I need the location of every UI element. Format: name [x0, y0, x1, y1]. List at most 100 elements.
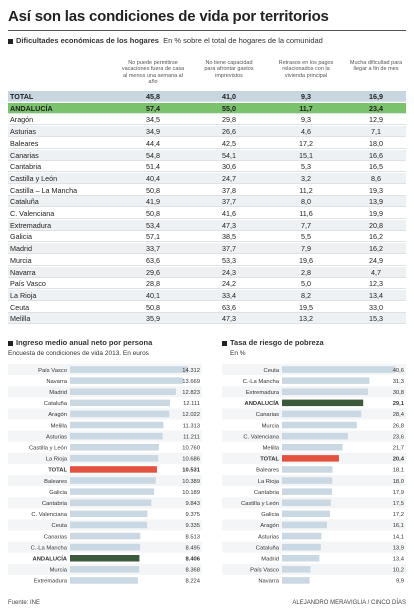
value-label: 30,8: [393, 390, 404, 396]
category-label: País Vasco: [250, 568, 279, 574]
value-label: 10.389: [182, 479, 200, 485]
category-label: Asturias: [258, 534, 279, 540]
bar: [282, 566, 311, 573]
category-label: Cantabria: [254, 490, 280, 496]
bar: [70, 444, 159, 451]
table-row: Baleares 44,4 42,5 17,2 18,0: [8, 138, 406, 149]
row-name: Navarra: [10, 267, 36, 277]
value-label: 8.513: [185, 534, 200, 540]
category-label: Murcia: [262, 423, 280, 429]
section1-unit: En % sobre el total de hogares de la com…: [163, 36, 323, 45]
square-bullet-icon: [8, 340, 13, 346]
row-value: 50,8: [146, 209, 160, 218]
row-value: 9,3: [301, 92, 311, 101]
row-value: 20,8: [369, 220, 383, 230]
category-label: Castilla y León: [29, 445, 67, 451]
value-label: 31,3: [393, 379, 404, 385]
bar: [70, 577, 138, 584]
row-value: 4,6: [301, 127, 311, 137]
row-name: Canarias: [10, 150, 39, 160]
value-label: 13.669: [182, 379, 200, 385]
row-value: 8,2: [301, 290, 311, 300]
row-value: 34,9: [146, 127, 160, 137]
row-value: 29,6: [146, 267, 160, 277]
row-value: 12,3: [369, 279, 383, 289]
row-value: 44,4: [146, 138, 160, 148]
row-value: 45,8: [146, 92, 160, 101]
row-value: 19,5: [299, 302, 313, 312]
col-header-fin-de-mes: Mucha dificultad para llegar a fin de me…: [349, 60, 403, 73]
table-row: País Vasco 28,8 24,2 5,0 12,3: [8, 278, 406, 290]
value-label: 11.211: [183, 434, 200, 440]
value-label: 14,1: [393, 534, 404, 540]
row-value: 37,7: [222, 197, 236, 207]
table-row: TOTAL 45,8 41,0 9,3 16,9: [8, 91, 406, 102]
row-name: C. Valenciana: [10, 209, 55, 218]
row-value: 7,1: [371, 127, 381, 137]
category-label: TOTAL: [260, 457, 279, 463]
row-value: 33,0: [369, 302, 383, 312]
row-value: 19,9: [369, 209, 383, 218]
bar: [282, 388, 368, 395]
value-label: 12.111: [183, 401, 200, 407]
row-value: 5,5: [301, 232, 311, 242]
row-value: 47,3: [222, 220, 236, 230]
income-bar-chart: País Vasco 14.312 Navarra 13.669 Madrid 12.82…: [8, 364, 202, 585]
row-value: 23,4: [369, 103, 383, 113]
category-label: Cataluña: [44, 401, 68, 407]
row-name: Baleares: [10, 138, 39, 148]
value-label: 13,9: [393, 545, 404, 551]
row-value: 16,2: [369, 232, 383, 242]
value-label: 8.224: [185, 579, 200, 585]
category-label: Melilla: [51, 423, 68, 429]
category-label: Aragón: [260, 523, 279, 529]
row-value: 34,5: [146, 115, 160, 125]
bar: [282, 555, 320, 562]
value-label: 16,1: [393, 523, 404, 529]
bar: [282, 577, 310, 584]
title-divider: [8, 30, 406, 31]
chart1-subtitle: Encuesta de condiciones de vida 2013. En…: [8, 350, 149, 357]
table-row: Ceuta 50,8 63,6 19,5 33,0: [8, 302, 406, 313]
value-label: 10.686: [182, 457, 200, 463]
row-value: 41,9: [146, 197, 160, 207]
source-note: Fuente: INE: [8, 600, 41, 606]
row-value: 12,9: [369, 115, 383, 125]
row-value: 24,9: [369, 255, 383, 265]
row-value: 8,0: [301, 197, 311, 207]
row-value: 24,2: [222, 279, 236, 289]
row-name: Cataluña: [10, 197, 39, 207]
category-label: C.-La Mancha: [243, 379, 280, 385]
row-value: 4,7: [371, 267, 381, 277]
category-label: Asturias: [46, 434, 67, 440]
row-value: 5,3: [301, 162, 311, 172]
row-value: 13,4: [369, 290, 383, 300]
row-value: 40,1: [146, 290, 160, 300]
section1-label: Dificultades económicas de los hogares: [16, 36, 159, 45]
value-label: 17,9: [393, 490, 404, 496]
chart1-header: Ingreso medio anual neto por persona: [8, 338, 152, 347]
category-label: Baleares: [44, 479, 67, 485]
value-label: 10.531: [182, 468, 201, 474]
row-value: 50,8: [146, 302, 160, 312]
category-label: Galicia: [49, 490, 67, 496]
table-row: Cataluña 41,9 37,7 8,0 13,9: [8, 196, 406, 208]
table-row: Madrid 33,7 37,7 7,9 16,2: [8, 243, 406, 255]
bar: [70, 499, 152, 506]
table-row: Murcia 63,6 53,3 19,6 24,9: [8, 255, 406, 266]
category-label: Baleares: [256, 468, 279, 474]
category-label: La Rioja: [258, 479, 280, 485]
bar: [282, 477, 333, 484]
bar: [70, 543, 141, 551]
section1-header: Dificultades económicas de los hogares E…: [8, 36, 323, 45]
row-value: 38,5: [222, 232, 236, 242]
bar: [282, 455, 339, 462]
row-value: 55,0: [222, 103, 236, 113]
bar: [282, 510, 330, 518]
category-label: Cataluña: [256, 545, 280, 551]
bar: [282, 399, 364, 407]
bar: [282, 532, 322, 540]
bar: [282, 421, 357, 429]
category-label: Ceuta: [264, 368, 280, 374]
bar: [70, 377, 183, 384]
